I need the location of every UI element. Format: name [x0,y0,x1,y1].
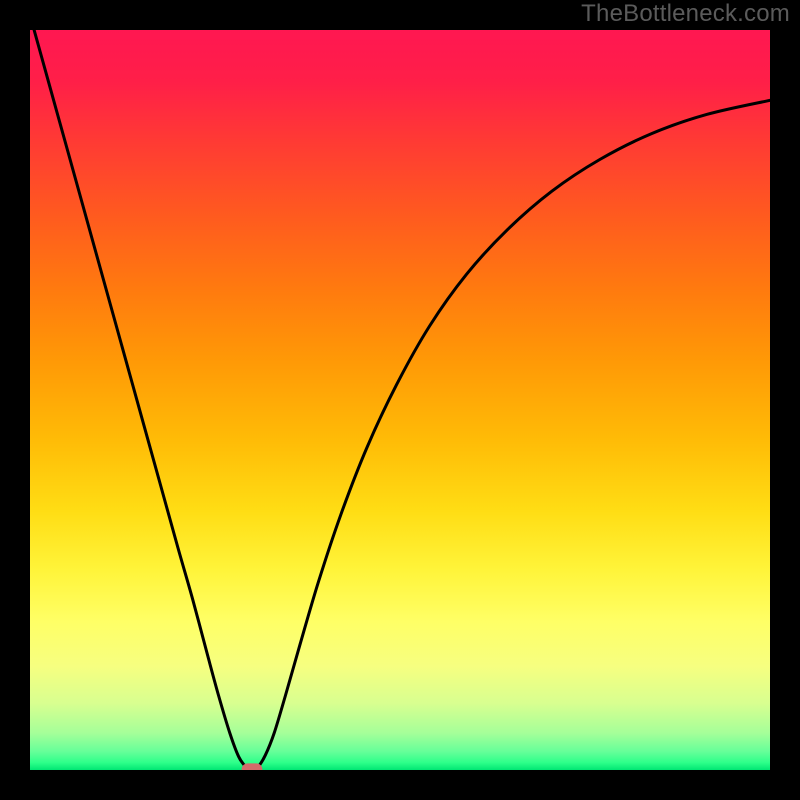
chart-gradient-bg [30,30,770,770]
chart-frame: TheBottleneck.com [0,0,800,800]
watermark-text: TheBottleneck.com [581,0,790,28]
chart-svg [0,0,800,800]
